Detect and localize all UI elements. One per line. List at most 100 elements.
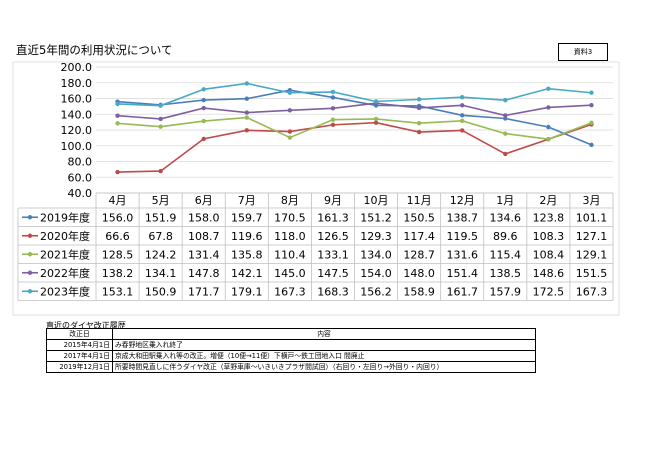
data-label: 151.5 [576, 267, 608, 280]
data-label: 138.7 [446, 211, 478, 224]
revision-content: 所要時間見直しに伴うダイヤ改正（草野車庫～いきいきプラザ間試回）（右回り・左回り… [112, 361, 536, 373]
table-row: 2019年12月1日 所要時間見直しに伴うダイヤ改正（草野車庫～いきいきプラザ間… [46, 361, 536, 373]
data-point [244, 128, 249, 133]
data-point [589, 142, 594, 148]
data-label: 156.0 [102, 211, 134, 224]
data-label: 127.1 [576, 230, 608, 243]
legend-marker [27, 289, 33, 294]
data-label: 148.6 [533, 267, 565, 280]
x-tick-label: 8月 [281, 194, 299, 207]
y-tick-label: 60.0 [68, 171, 93, 184]
y-tick-label: 120.0 [61, 124, 93, 137]
data-point [201, 136, 206, 142]
data-point [373, 99, 379, 104]
data-point [158, 103, 163, 108]
data-point [460, 113, 465, 118]
revision-table: 改正日 内容 2015年4月1日 み春野地区乗入れ終了 2017年4月1日 京成… [46, 328, 536, 373]
data-label: 142.1 [231, 267, 263, 280]
revision-date: 2017年4月1日 [46, 350, 113, 362]
data-point [546, 86, 551, 91]
data-point [330, 95, 336, 100]
y-tick-label: 40.0 [68, 187, 93, 200]
chart-frame [12, 61, 620, 316]
data-label: 129.1 [576, 248, 608, 261]
data-label: 138.5 [490, 267, 522, 280]
data-label: 108.7 [188, 230, 220, 243]
data-label: 172.5 [533, 285, 565, 298]
data-label: 158.9 [403, 285, 435, 298]
data-point [460, 103, 465, 108]
x-tick-label: 7月 [238, 194, 256, 207]
revision-caption: 直近のダイヤ改正履歴 [46, 321, 126, 330]
data-label: 115.4 [490, 248, 522, 261]
data-point [115, 121, 120, 126]
data-label: 159.7 [231, 211, 263, 224]
data-label: 128.7 [403, 248, 435, 261]
document-badge: 資料3 [558, 43, 608, 61]
data-point [287, 90, 293, 95]
data-point [330, 89, 336, 95]
data-label: 171.7 [188, 285, 220, 298]
revision-header-content: 内容 [112, 328, 536, 340]
data-label: 151.4 [446, 267, 478, 280]
x-tick-label: 5月 [152, 194, 170, 207]
data-point [416, 129, 422, 135]
x-tick-label: 10月 [364, 194, 389, 207]
data-label: 151.9 [145, 211, 177, 224]
data-point [460, 94, 465, 100]
data-point [244, 96, 249, 101]
data-point [244, 110, 249, 115]
legend-label: 2021年度 [40, 247, 90, 261]
data-label: 67.8 [148, 230, 173, 243]
data-label: 66.6 [105, 230, 130, 243]
data-label: 108.3 [533, 230, 565, 243]
data-point [201, 105, 206, 111]
data-label: 148.0 [403, 267, 435, 280]
revision-date: 2019年12月1日 [46, 361, 113, 373]
x-tick-label: 1月 [496, 194, 514, 207]
data-label: 131.6 [446, 248, 478, 261]
data-point [373, 116, 379, 122]
y-tick-label: 100.0 [61, 140, 93, 153]
data-point [546, 136, 551, 142]
data-label: 167.3 [576, 285, 608, 298]
x-tick-label: 12月 [450, 194, 475, 207]
data-label: 158.0 [188, 211, 220, 224]
x-tick-label: 2月 [539, 194, 557, 207]
data-point [244, 115, 249, 120]
series-line [117, 116, 592, 140]
revision-header-date: 改正日 [46, 328, 113, 340]
y-tick-label: 200.0 [61, 61, 93, 74]
data-point [115, 101, 120, 107]
legend-marker [27, 252, 33, 257]
data-label: 153.1 [102, 285, 134, 298]
data-point [201, 87, 206, 92]
data-label: 134.6 [490, 211, 522, 224]
data-label: 134.0 [360, 248, 392, 261]
data-label: 161.3 [317, 211, 349, 224]
series-line [117, 102, 592, 120]
data-point [287, 129, 293, 134]
data-label: 134.1 [145, 267, 177, 280]
legend-label: 2019年度 [40, 210, 90, 224]
data-label: 147.5 [317, 267, 349, 280]
data-point [373, 120, 379, 125]
data-label: 154.0 [360, 267, 392, 280]
data-label: 89.6 [493, 230, 518, 243]
data-label: 135.8 [231, 248, 263, 261]
data-point [158, 168, 163, 174]
data-point [115, 113, 120, 118]
data-label: 167.3 [274, 285, 306, 298]
data-label: 157.9 [490, 285, 522, 298]
data-label: 170.5 [274, 211, 306, 224]
data-point [589, 120, 594, 126]
data-label: 150.5 [403, 211, 435, 224]
data-point [287, 108, 293, 113]
data-label: 147.8 [188, 267, 220, 280]
y-tick-label: 80.0 [68, 156, 93, 169]
data-label: 151.2 [360, 211, 392, 224]
data-label: 145.0 [274, 267, 306, 280]
data-point [503, 97, 508, 103]
data-point [460, 118, 465, 124]
legend-label: 2023年度 [40, 284, 90, 298]
